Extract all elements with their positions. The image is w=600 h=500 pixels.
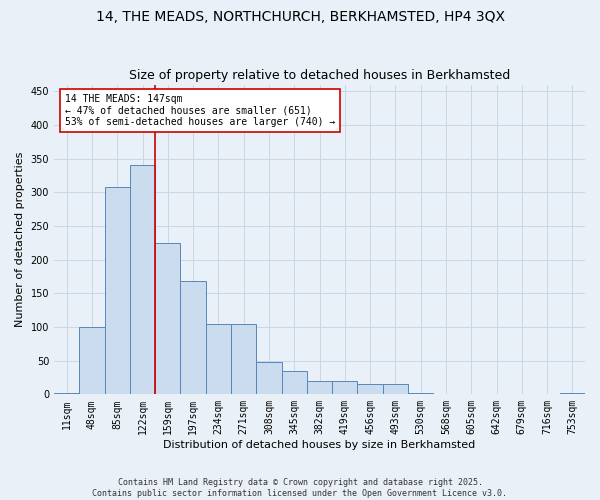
Bar: [54, 393, 79, 394]
Bar: [408, 393, 433, 394]
X-axis label: Distribution of detached houses by size in Berkhamsted: Distribution of detached houses by size …: [163, 440, 476, 450]
Bar: [307, 381, 332, 394]
Bar: [383, 384, 408, 394]
Bar: [155, 243, 181, 394]
Bar: [281, 371, 307, 394]
Bar: [104, 187, 130, 394]
Bar: [231, 324, 256, 394]
Text: 14, THE MEADS, NORTHCHURCH, BERKHAMSTED, HP4 3QX: 14, THE MEADS, NORTHCHURCH, BERKHAMSTED,…: [95, 10, 505, 24]
Bar: [130, 166, 155, 394]
Bar: [256, 362, 281, 394]
Bar: [181, 281, 206, 394]
Title: Size of property relative to detached houses in Berkhamsted: Size of property relative to detached ho…: [129, 69, 510, 82]
Bar: [332, 381, 358, 394]
Y-axis label: Number of detached properties: Number of detached properties: [15, 152, 25, 327]
Bar: [358, 384, 383, 394]
Bar: [79, 327, 104, 394]
Bar: [206, 324, 231, 394]
Text: Contains HM Land Registry data © Crown copyright and database right 2025.
Contai: Contains HM Land Registry data © Crown c…: [92, 478, 508, 498]
Text: 14 THE MEADS: 147sqm
← 47% of detached houses are smaller (651)
53% of semi-deta: 14 THE MEADS: 147sqm ← 47% of detached h…: [65, 94, 335, 127]
Bar: [560, 393, 585, 394]
